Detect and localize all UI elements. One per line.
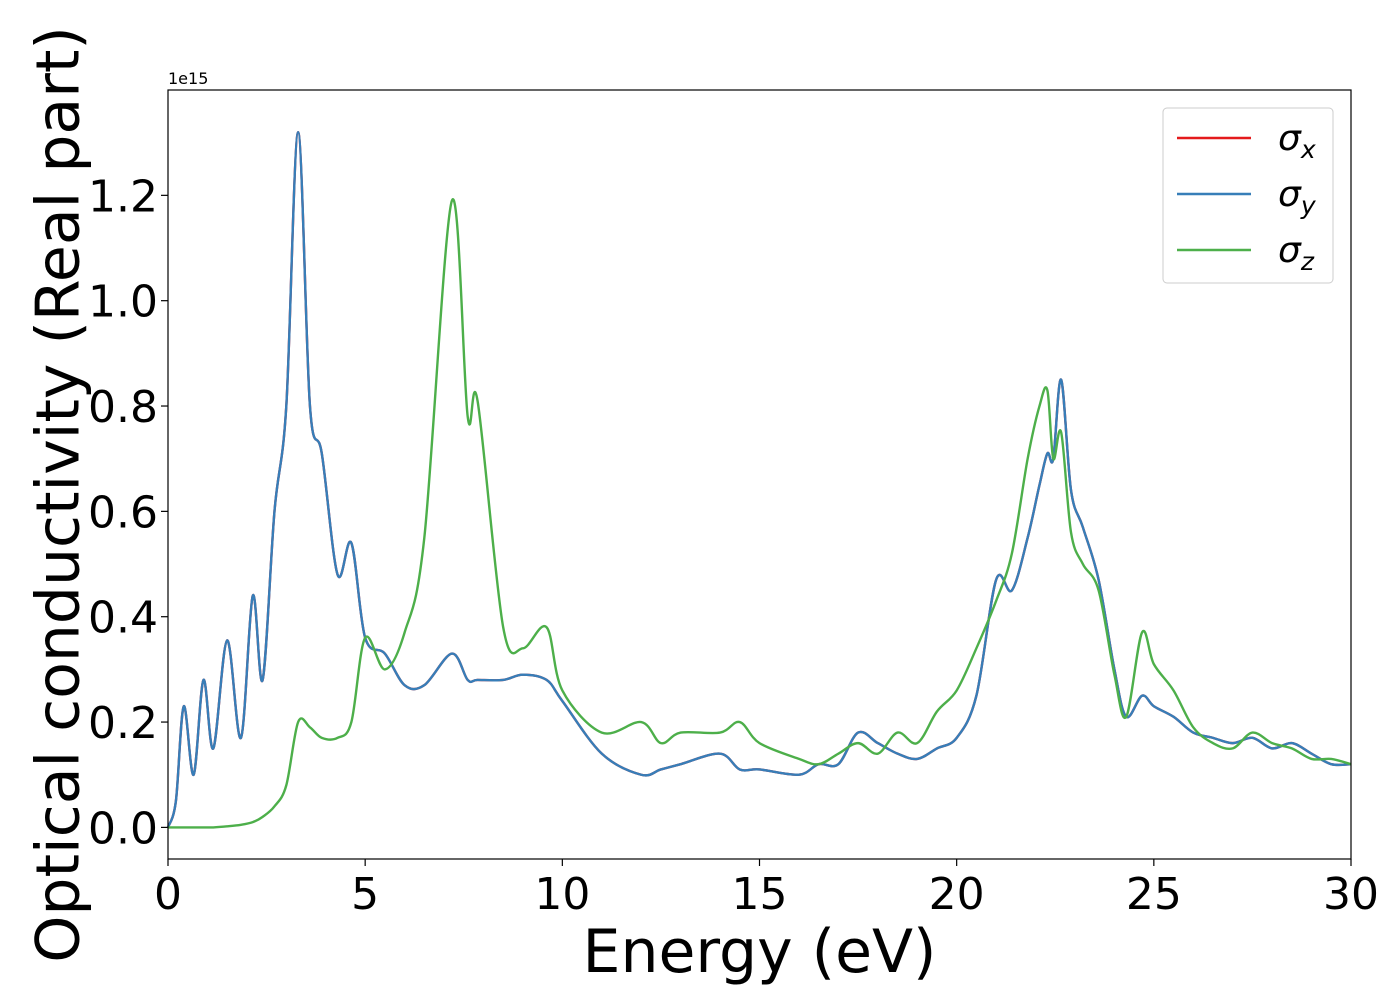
legend-box <box>1162 107 1334 284</box>
y-tick-label: 0.8 <box>88 382 158 433</box>
plot-frame <box>167 89 1352 860</box>
legend-label: σx <box>1278 118 1316 164</box>
y-tick-label: 0.4 <box>88 593 158 644</box>
x-tick-label: 30 <box>1323 869 1379 920</box>
y-offset-label: 1e15 <box>168 69 208 88</box>
y-axis-title: Optical conductivity (Real part) <box>24 26 94 963</box>
y-tick-label: 0.0 <box>88 803 158 854</box>
x-tick-label: 15 <box>732 869 788 920</box>
x-tick-label: 0 <box>154 869 182 920</box>
legend-label: σz <box>1278 230 1315 276</box>
series-lines <box>166 130 1352 829</box>
x-tick-label: 20 <box>929 869 985 920</box>
y-tick-label: 1.0 <box>88 277 158 328</box>
y-tick-label: 0.2 <box>88 698 158 749</box>
legend: σx σy σz <box>1162 107 1334 284</box>
y-tick-label: 1.2 <box>88 171 158 222</box>
y-tick-label: 0.6 <box>88 487 158 538</box>
y-ticks: 0.0 0.2 0.4 0.6 0.8 1.0 1.2 <box>88 171 168 854</box>
x-tick-label: 10 <box>534 869 590 920</box>
x-tick-label: 5 <box>351 869 379 920</box>
series-line-sigma-z <box>168 198 1352 829</box>
legend-label: σy <box>1278 174 1317 220</box>
x-axis-title: Energy (eV) <box>583 917 937 987</box>
x-ticks: 0 5 10 15 20 25 30 <box>154 859 1379 920</box>
x-tick-label: 25 <box>1126 869 1182 920</box>
